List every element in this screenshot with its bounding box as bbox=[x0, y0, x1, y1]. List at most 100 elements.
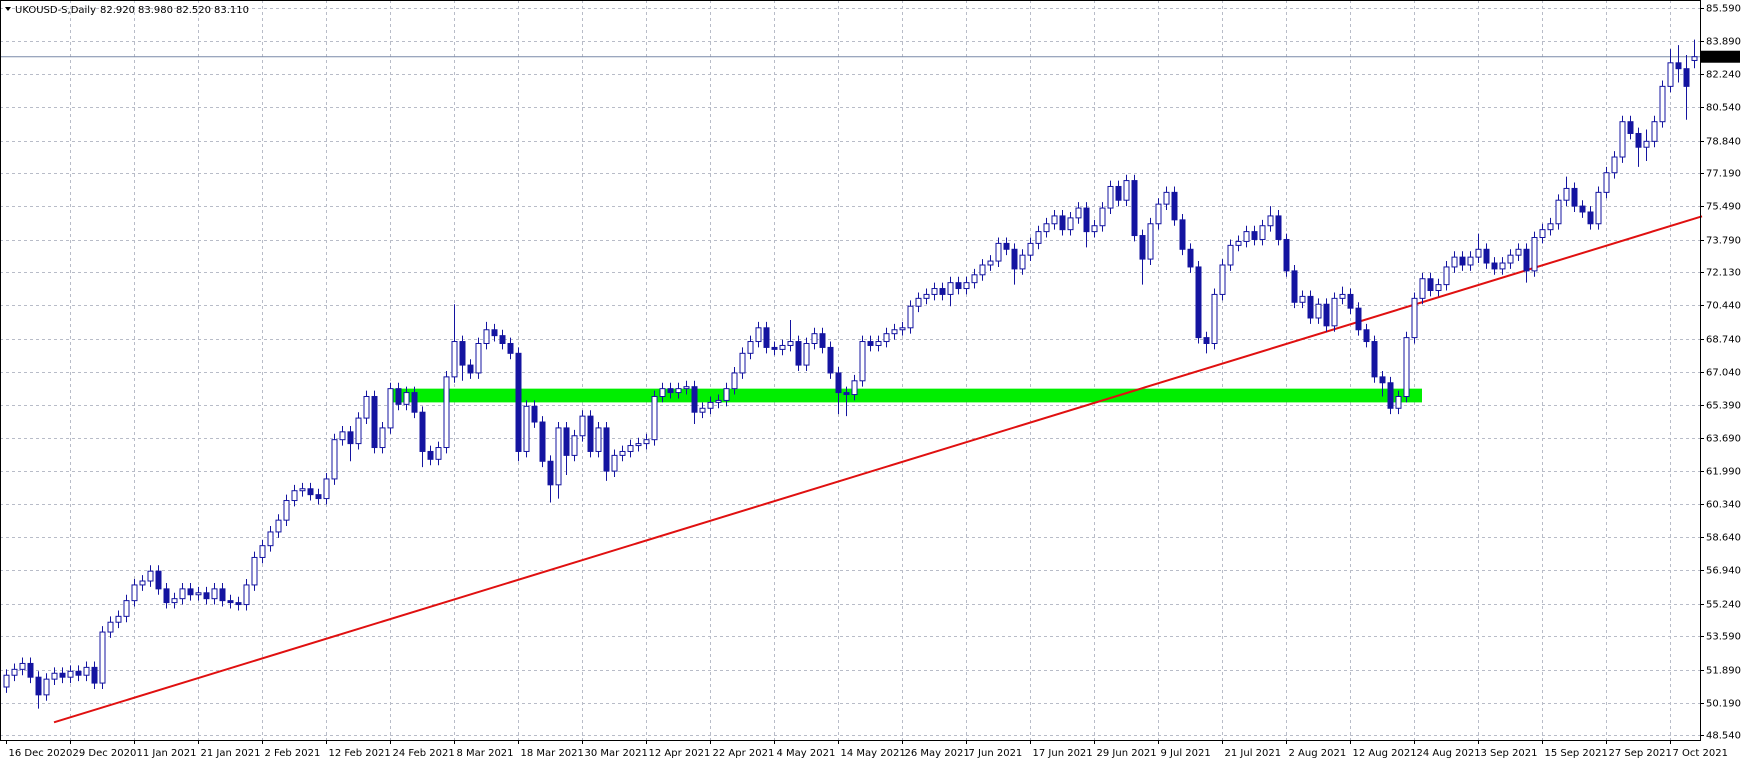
candle-body bbox=[539, 421, 546, 462]
candle-body bbox=[467, 364, 474, 374]
candle-body bbox=[1443, 266, 1450, 286]
candle-body bbox=[451, 341, 458, 378]
current-price-box bbox=[1701, 50, 1740, 63]
candle-body bbox=[91, 666, 98, 684]
candle-body bbox=[1459, 256, 1466, 266]
x-tick-label: 16 Dec 2020 bbox=[9, 748, 73, 759]
candle-body bbox=[1563, 187, 1570, 201]
grid bbox=[0, 0, 1700, 740]
candle-body bbox=[1083, 207, 1090, 233]
candle-body bbox=[619, 450, 626, 456]
candle-body bbox=[827, 346, 834, 374]
candle-body bbox=[963, 282, 970, 290]
y-tick-label: 77.190 bbox=[1706, 169, 1741, 180]
candle-body bbox=[1123, 180, 1130, 201]
candle-body bbox=[1011, 248, 1018, 270]
y-tick-label: 65.390 bbox=[1706, 401, 1741, 412]
x-tick-label: 4 May 2021 bbox=[777, 748, 836, 759]
candle-body bbox=[275, 519, 282, 533]
candle-body bbox=[523, 405, 530, 452]
candle-body bbox=[1603, 172, 1610, 193]
x-tick-label: 2 Feb 2021 bbox=[265, 748, 321, 759]
candle-body bbox=[995, 242, 1002, 262]
candle-body bbox=[387, 388, 394, 429]
candle-body bbox=[1635, 132, 1642, 148]
candle-body bbox=[1467, 256, 1474, 266]
y-tick-label: 53.590 bbox=[1706, 632, 1741, 643]
candle-body bbox=[131, 584, 138, 602]
candle-body bbox=[483, 329, 490, 345]
candle-body bbox=[403, 392, 410, 405]
x-tick-label: 30 Mar 2021 bbox=[585, 748, 648, 759]
x-tick-label: 18 Mar 2021 bbox=[521, 748, 584, 759]
candle-body bbox=[1595, 191, 1602, 225]
header-open: 82.920 bbox=[100, 5, 135, 16]
x-tick-label: 15 Sep 2021 bbox=[1545, 748, 1608, 759]
y-tick-label: 48.540 bbox=[1706, 731, 1741, 742]
candle-body bbox=[27, 662, 34, 678]
candle-body bbox=[1227, 244, 1234, 266]
candle-body bbox=[187, 588, 194, 596]
candle-body bbox=[611, 454, 618, 472]
candle-body bbox=[19, 662, 26, 670]
candle-body bbox=[555, 427, 562, 486]
candle-body bbox=[1619, 121, 1626, 158]
header-low: 82.520 bbox=[176, 5, 211, 16]
candle-body bbox=[1171, 191, 1178, 221]
candle-body bbox=[1091, 225, 1098, 233]
candle-body bbox=[1507, 254, 1514, 264]
y-tick-label: 61.990 bbox=[1706, 467, 1741, 478]
candle-body bbox=[1187, 248, 1194, 268]
candle-body bbox=[147, 570, 154, 582]
candle-body bbox=[1035, 231, 1042, 244]
x-tick-label: 12 Aug 2021 bbox=[1353, 748, 1417, 759]
candle-body bbox=[907, 305, 914, 329]
plot-frame bbox=[0, 0, 1701, 741]
x-tick-label: 22 Apr 2021 bbox=[713, 748, 775, 759]
candle-body bbox=[307, 488, 314, 496]
candle-body bbox=[667, 388, 674, 394]
candle-body bbox=[1691, 56, 1698, 61]
x-tick-label: 3 Sep 2021 bbox=[1481, 748, 1538, 759]
candle-body bbox=[627, 445, 634, 452]
candle-body bbox=[1163, 191, 1170, 205]
candle-body bbox=[347, 431, 354, 445]
candle-body bbox=[1675, 62, 1682, 70]
candle-body bbox=[883, 333, 890, 343]
candle-body bbox=[1283, 238, 1290, 272]
candle-body bbox=[1299, 295, 1306, 303]
candle-body bbox=[1571, 187, 1578, 207]
candle-body bbox=[323, 478, 330, 500]
candle-body bbox=[675, 388, 682, 394]
x-tick-label: 21 Jul 2021 bbox=[1225, 748, 1282, 759]
candle-body bbox=[1147, 223, 1154, 260]
y-tick-label: 78.840 bbox=[1706, 137, 1741, 148]
candle-body bbox=[1523, 248, 1530, 272]
candle-body bbox=[739, 352, 746, 374]
candle-body bbox=[915, 297, 922, 307]
candle-body bbox=[243, 584, 250, 606]
candle-body bbox=[1331, 297, 1338, 327]
candle-body bbox=[1483, 248, 1490, 264]
candle-body bbox=[99, 631, 106, 684]
x-tick-label: 11 Jan 2021 bbox=[137, 748, 197, 759]
candle-body bbox=[139, 580, 146, 586]
candle-body bbox=[491, 329, 498, 337]
candle-body bbox=[931, 288, 938, 295]
x-tick-label: 7 Oct 2021 bbox=[1673, 748, 1728, 759]
candle-body bbox=[123, 600, 130, 617]
candle-body bbox=[419, 411, 426, 452]
candle-body bbox=[851, 380, 858, 396]
candle-body bbox=[731, 372, 738, 390]
candle-body bbox=[1195, 266, 1202, 339]
x-tick-label: 24 Aug 2021 bbox=[1417, 748, 1481, 759]
candle-body bbox=[1355, 307, 1362, 331]
candle-body bbox=[395, 388, 402, 405]
candle-body bbox=[315, 494, 322, 500]
candle-body bbox=[1371, 341, 1378, 378]
candle-body bbox=[1419, 278, 1426, 299]
x-tick-label: 2 Aug 2021 bbox=[1289, 748, 1347, 759]
candle-body bbox=[1515, 248, 1522, 256]
